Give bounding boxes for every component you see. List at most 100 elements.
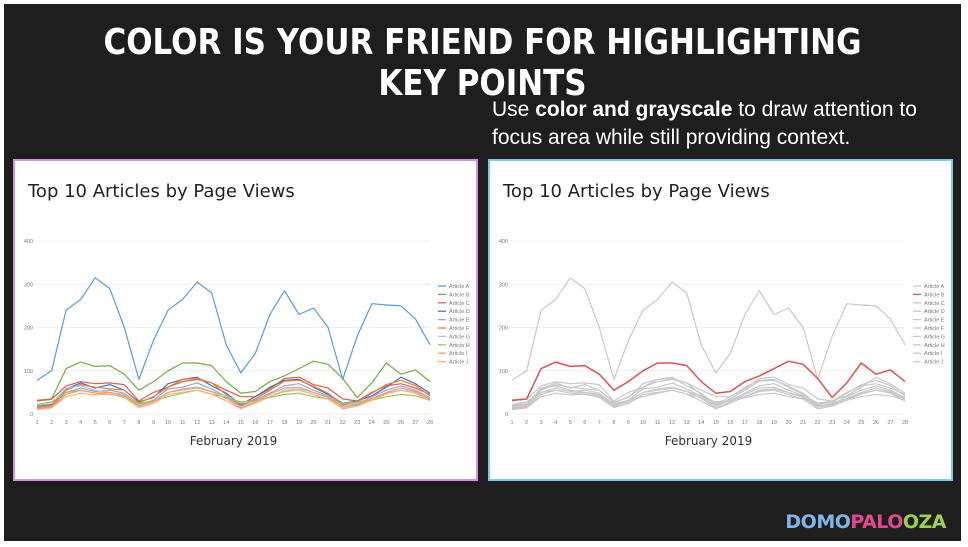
legend-label: Article F — [924, 326, 945, 332]
x-tick-label: 11 — [655, 420, 661, 426]
series-line-article-b — [37, 361, 430, 400]
x-tick-label: 15 — [238, 420, 244, 426]
y-tick-label: 100 — [24, 369, 33, 375]
x-tick-label: 13 — [209, 420, 215, 426]
x-tick-label: 14 — [698, 420, 704, 426]
legend-label: Article G — [449, 334, 470, 340]
x-tick-label: 27 — [412, 420, 418, 426]
x-tick-label: 8 — [137, 420, 140, 426]
legend-label: Article E — [449, 318, 470, 324]
x-tick-label: 1 — [510, 420, 513, 426]
x-tick-label: 3 — [540, 420, 543, 426]
x-tick-label: 11 — [180, 420, 186, 426]
y-tick-label: 400 — [499, 239, 508, 245]
x-tick-label: 10 — [640, 420, 646, 426]
legend-label: Article C — [924, 301, 945, 307]
x-tick-label: 5 — [569, 420, 572, 426]
x-tick-label: 18 — [281, 420, 287, 426]
x-tick-label: 16 — [727, 420, 733, 426]
x-tick-label: 4 — [79, 420, 82, 426]
y-tick-label: 300 — [24, 282, 33, 288]
x-tick-label: 24 — [369, 420, 375, 426]
x-tick-label: 27 — [887, 420, 893, 426]
x-tick-label: 8 — [612, 420, 615, 426]
subtitle-text-pre: Use — [492, 98, 535, 121]
x-tick-label: 25 — [383, 420, 389, 426]
x-tick-label: 23 — [829, 420, 835, 426]
x-tick-label: 18 — [756, 420, 762, 426]
legend-label: Article J — [924, 360, 944, 366]
slide-subtitle: Use color and grayscale to draw attentio… — [492, 96, 962, 152]
x-tick-label: 14 — [223, 420, 229, 426]
legend-label: Article D — [449, 309, 470, 315]
legend-label: Article I — [449, 351, 468, 357]
legend-label: Article B — [449, 292, 470, 298]
y-tick-label: 0 — [30, 412, 33, 418]
legend-label: Article I — [924, 351, 943, 357]
slide-title: COLOR IS YOUR FRIEND FOR HIGHLIGHTING KE… — [71, 22, 894, 104]
legend-label: Article B — [924, 292, 945, 298]
y-tick-label: 200 — [24, 326, 33, 332]
x-tick-label: 16 — [252, 420, 258, 426]
x-tick-label: 17 — [742, 420, 748, 426]
y-tick-label: 200 — [499, 326, 508, 332]
x-axis-label: February 2019 — [190, 434, 278, 448]
x-tick-label: 22 — [340, 420, 346, 426]
x-tick-label: 2 — [525, 420, 528, 426]
y-tick-label: 0 — [505, 412, 508, 418]
x-tick-label: 7 — [123, 420, 126, 426]
x-axis-label: February 2019 — [665, 434, 753, 448]
legend-label: Article C — [449, 301, 470, 307]
x-tick-label: 22 — [815, 420, 821, 426]
chart-panel-highlight: Top 10 Articles by Page Views 0 100 200 300… — [488, 159, 953, 481]
chart-panel-colored: Top 10 Articles by Page Views 0 100 200 300… — [13, 159, 478, 481]
x-tick-label: 15 — [713, 420, 719, 426]
legend-label: Article A — [449, 284, 470, 290]
legend-label: Article H — [449, 343, 470, 349]
x-tick-label: 19 — [771, 420, 777, 426]
series-line-article-a — [37, 278, 430, 381]
x-tick-label: 19 — [296, 420, 302, 426]
x-tick-label: 28 — [902, 420, 908, 426]
x-tick-label: 12 — [194, 420, 200, 426]
x-tick-label: 23 — [354, 420, 360, 426]
y-tick-label: 100 — [499, 369, 508, 375]
y-tick-label: 300 — [499, 282, 508, 288]
y-tick-label: 400 — [24, 239, 33, 245]
x-tick-label: 12 — [669, 420, 675, 426]
x-tick-label: 20 — [310, 420, 316, 426]
legend-label: Article A — [924, 284, 945, 290]
x-tick-label: 20 — [785, 420, 791, 426]
x-tick-label: 2 — [50, 420, 53, 426]
legend-label: Article J — [449, 360, 469, 366]
legend-label: Article G — [924, 334, 945, 340]
x-tick-label: 26 — [398, 420, 404, 426]
domopalooza-logo: DOMOPALOOZA — [785, 511, 946, 533]
x-tick-label: 3 — [65, 420, 68, 426]
x-tick-label: 10 — [165, 420, 171, 426]
x-tick-label: 1 — [35, 420, 38, 426]
x-tick-label: 5 — [94, 420, 97, 426]
x-tick-label: 13 — [684, 420, 690, 426]
x-tick-label: 26 — [873, 420, 879, 426]
x-tick-label: 6 — [108, 420, 111, 426]
x-tick-label: 17 — [267, 420, 273, 426]
legend-label: Article F — [449, 326, 470, 332]
subtitle-text-bold: color and grayscale — [535, 98, 732, 121]
series-line-article-b — [512, 361, 905, 400]
series-line-article-a — [512, 278, 905, 381]
x-tick-label: 21 — [800, 420, 806, 426]
x-tick-label: 7 — [598, 420, 601, 426]
x-tick-label: 25 — [858, 420, 864, 426]
legend-label: Article D — [924, 309, 945, 315]
x-tick-label: 4 — [554, 420, 557, 426]
x-tick-label: 24 — [844, 420, 850, 426]
legend-label: Article E — [924, 318, 945, 324]
x-tick-label: 6 — [583, 420, 586, 426]
legend-label: Article H — [924, 343, 945, 349]
x-tick-label: 9 — [152, 420, 155, 426]
x-tick-label: 28 — [427, 420, 433, 426]
